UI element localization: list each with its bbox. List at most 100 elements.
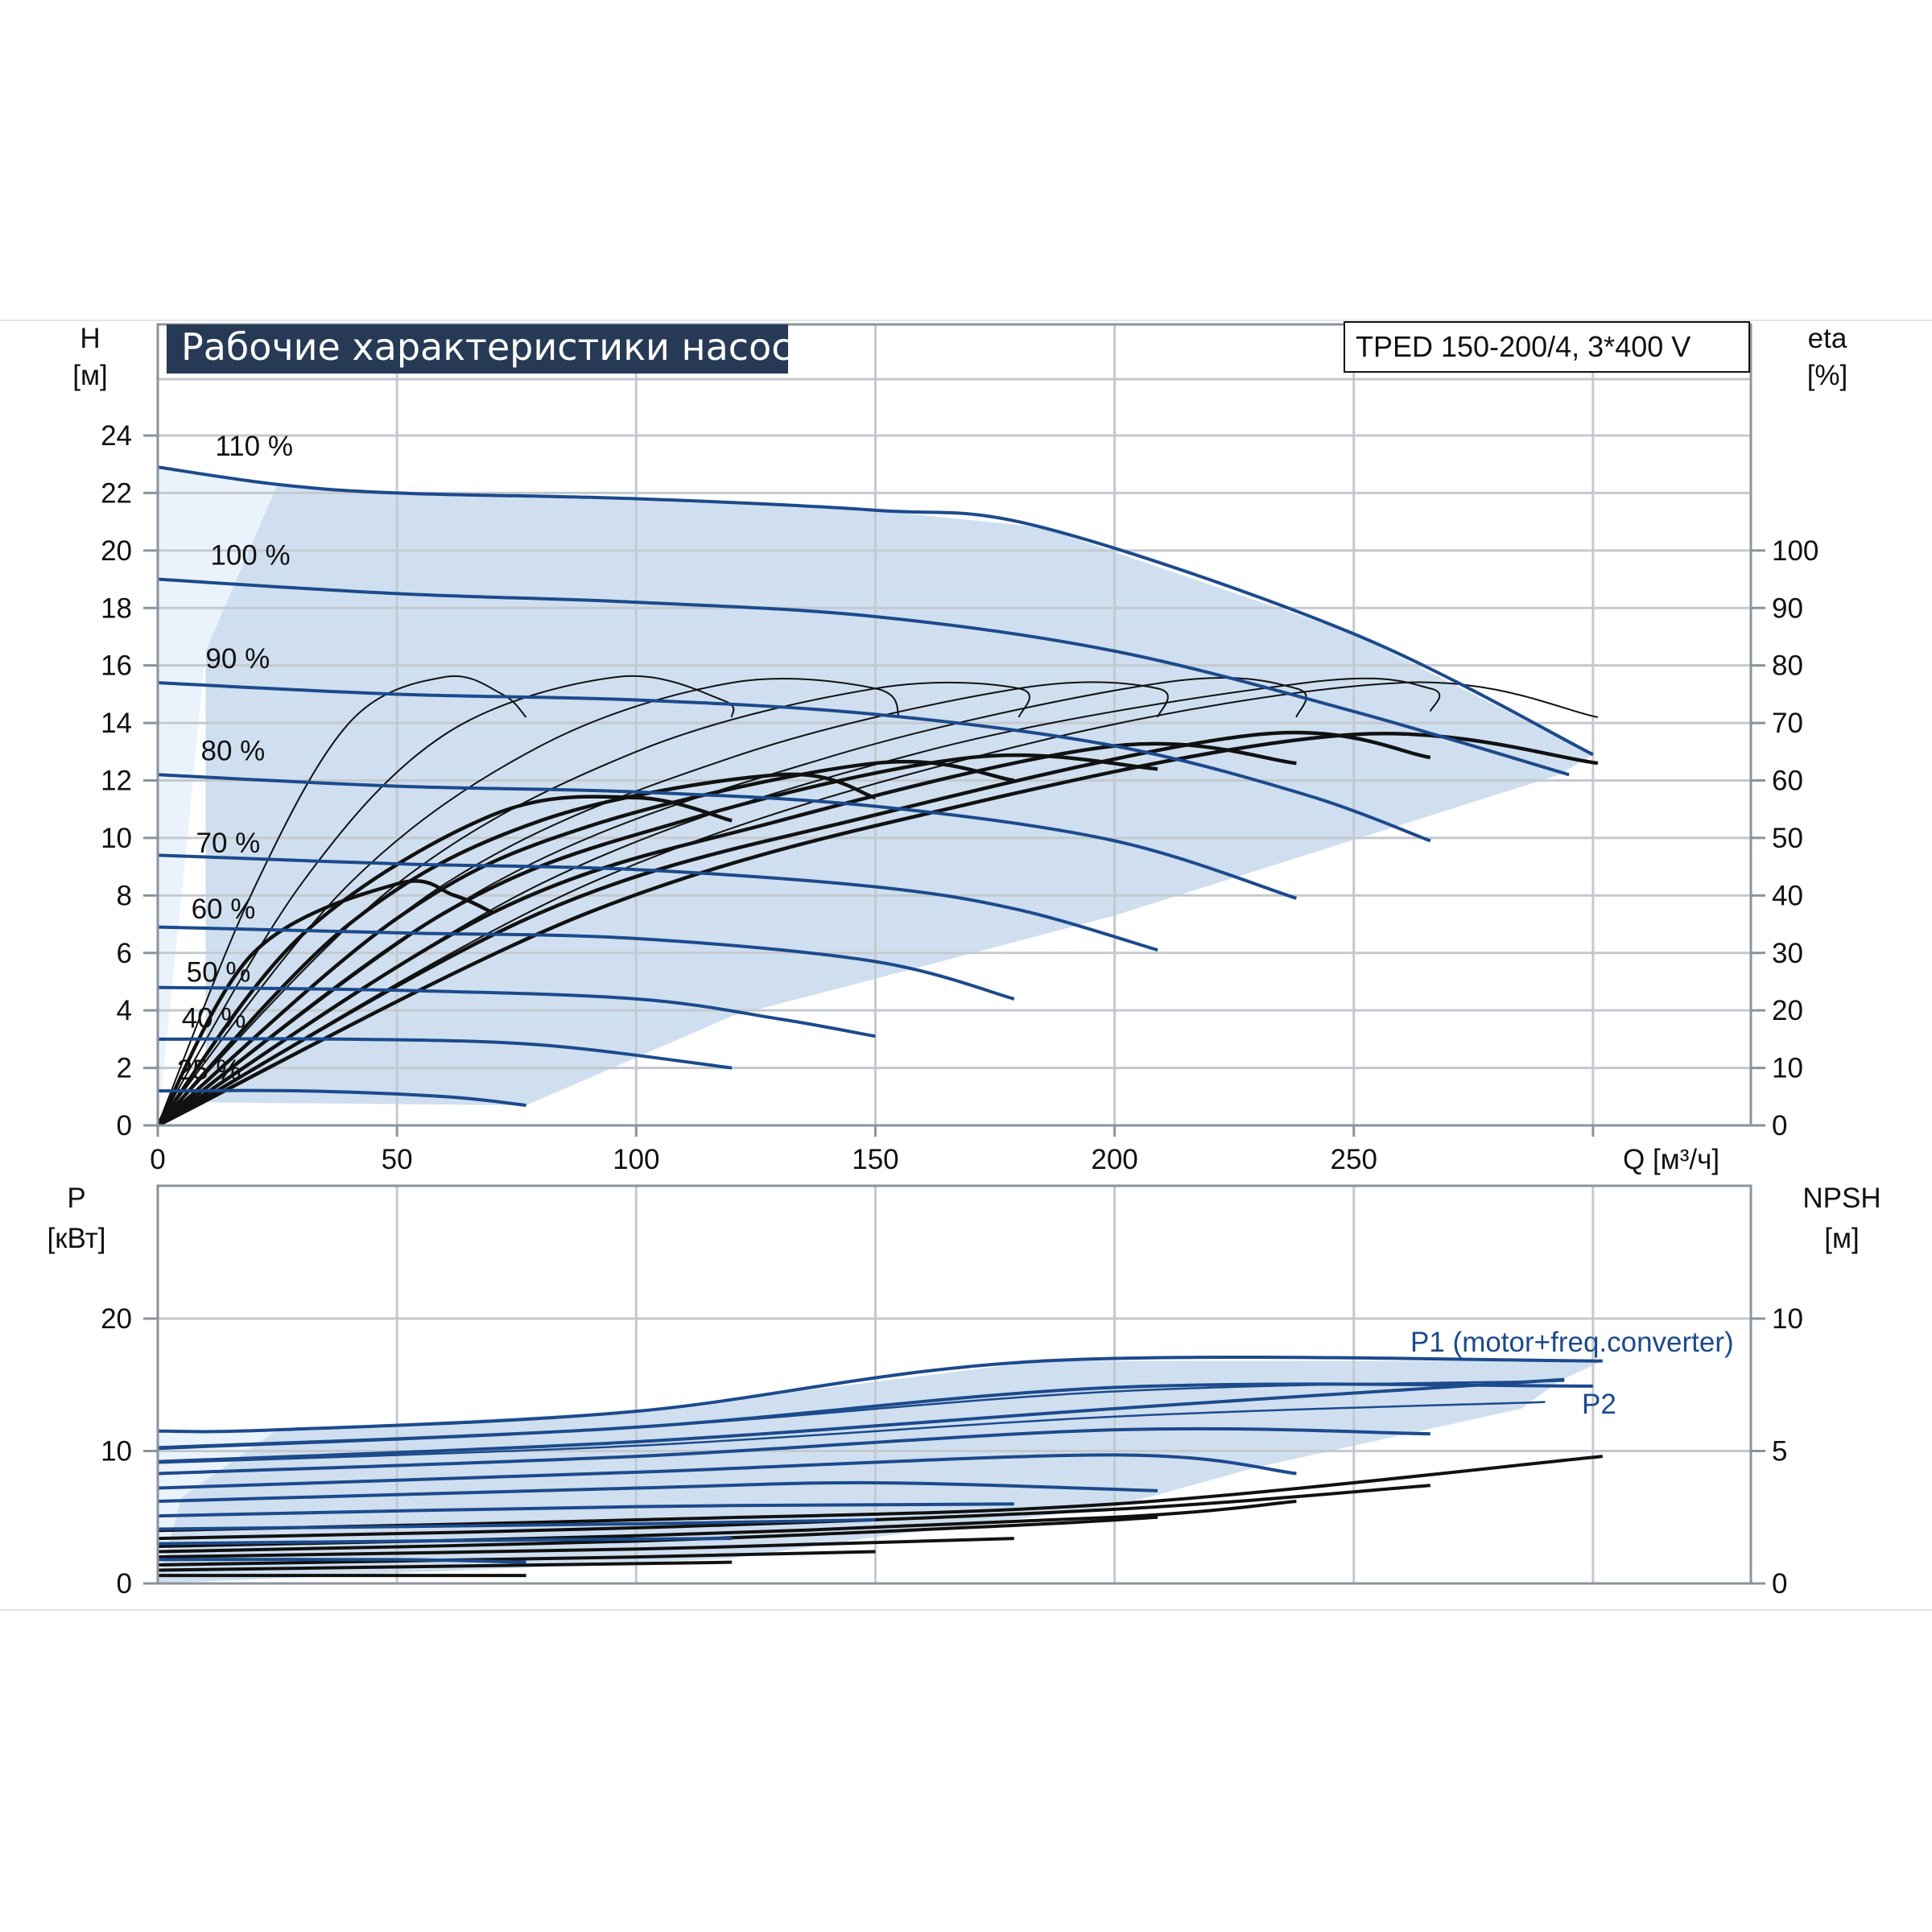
y-tick-label: 22 <box>101 477 132 509</box>
y2-tick-label: 60 <box>1772 766 1803 797</box>
speed-label: 50 % <box>187 956 251 988</box>
x-tick-label: 250 <box>1331 1144 1377 1175</box>
efficiency-curve-thin-1 <box>157 675 735 1126</box>
y2-tick-label: 90 <box>1772 592 1803 624</box>
y-tick-label: 6 <box>117 938 132 969</box>
y2-axis-label: eta <box>1808 323 1847 354</box>
efficiency-curve-thin-3 <box>157 681 1030 1126</box>
power-npsh-plot: 0 10 20 0 5 10 P [кВт] NPSH [м] P1 (motor+fre… <box>47 1183 1881 1600</box>
efficiency-curve-3 <box>156 759 1015 1127</box>
x-tick-label: 50 <box>382 1144 413 1175</box>
p2-curve-0 <box>157 1380 1565 1448</box>
y2-tick-label: 100 <box>1772 535 1818 567</box>
p2-label: P2 <box>1582 1389 1616 1420</box>
y2-tick-label: 80 <box>1772 650 1803 682</box>
y2-axis-unit: [%] <box>1807 360 1848 391</box>
y-tick-label: 18 <box>101 592 132 624</box>
low-flow-range-fill <box>158 467 278 1125</box>
speed-label: 25 % <box>177 1055 242 1086</box>
npsh-curve-4 <box>157 1537 1014 1559</box>
speed-label: 80 % <box>200 736 265 767</box>
y-tick-label: 8 <box>117 880 132 911</box>
p1-curve-0 <box>157 1356 1603 1434</box>
y2-tick-label: 20 <box>1772 995 1803 1026</box>
x-tick-label: 100 <box>613 1144 659 1175</box>
y-axis-label: H <box>80 323 100 354</box>
y-tick-label: 4 <box>117 995 132 1026</box>
npsh-curve-3 <box>157 1515 1158 1554</box>
speed-label: 90 % <box>205 643 270 675</box>
y-tick-label: 0 <box>117 1110 132 1141</box>
npsh-tick-label: 10 <box>1772 1303 1803 1335</box>
npsh-axis-unit: [м] <box>1824 1223 1860 1254</box>
efficiency-curve-6 <box>156 730 1431 1127</box>
p1-curve-2 <box>157 1377 1565 1463</box>
head-curve-80pct <box>157 773 1298 900</box>
p1-curve-4 <box>157 1453 1297 1490</box>
y-tick-label: 10 <box>101 823 132 854</box>
model-label: TPED 150-200/4, 3*400 V <box>1356 330 1690 363</box>
efficiency-curve-1 <box>156 795 733 1127</box>
x-tick-label: 200 <box>1091 1144 1137 1175</box>
speed-label: 100 % <box>210 540 290 572</box>
y-tick-label: 14 <box>101 708 132 739</box>
y2-tick-label: 70 <box>1772 708 1803 739</box>
npsh-curve-5 <box>157 1550 876 1567</box>
head-curve-25pct <box>157 1088 526 1107</box>
bottom-plot-frame <box>156 1184 1752 1585</box>
y-tick-label: 2 <box>117 1053 132 1084</box>
p1-curve-3 <box>157 1426 1430 1476</box>
p1-label: P1 (motor+freq.converter) <box>1410 1327 1734 1358</box>
chart-title-box <box>167 324 788 374</box>
speed-label: 60 % <box>192 894 256 925</box>
p2-curve-1 <box>157 1401 1546 1464</box>
npsh-tick-label: 5 <box>1772 1436 1787 1468</box>
efficiency-curve-4 <box>156 753 1158 1127</box>
power-range-fill <box>158 1360 1603 1583</box>
head-curve-100pct <box>157 577 1570 777</box>
head-curve-70pct <box>157 853 1158 952</box>
head-curve-110pct <box>157 465 1594 757</box>
y2-tick-label: 40 <box>1772 880 1803 911</box>
efficiency-curve-5 <box>156 741 1297 1127</box>
y-axis-unit: [м] <box>72 360 108 391</box>
p-tick-label: 0 <box>117 1568 132 1600</box>
p1-curve-8 <box>157 1537 733 1546</box>
speed-label: 110 % <box>215 431 293 462</box>
y-tick-label: 16 <box>101 650 132 682</box>
y2-tick-label: 0 <box>1772 1110 1787 1141</box>
p1-curve-9 <box>157 1558 526 1564</box>
p1-curve-7 <box>157 1518 876 1531</box>
efficiency-curve-2 <box>156 772 877 1127</box>
y2-tick-label: 10 <box>1772 1053 1803 1084</box>
p1-curve-5 <box>157 1480 1158 1504</box>
efficiency-curve-thin-0 <box>157 675 527 1126</box>
top-plot-frame <box>156 323 1752 1127</box>
x-tick-label: 0 <box>150 1144 165 1175</box>
efficiency-curve-thin-2 <box>157 678 901 1126</box>
head-curve-50pct <box>157 985 876 1038</box>
speed-label: 40 % <box>182 1003 246 1034</box>
y-tick-label: 24 <box>101 420 132 452</box>
head-curve-60pct <box>157 925 1015 1001</box>
head-curve-90pct <box>157 681 1431 843</box>
head-curve-40pct <box>157 1037 733 1070</box>
y-tick-label: 20 <box>101 535 132 567</box>
x-axis-label: Q [м³/ч] <box>1623 1144 1719 1175</box>
model-label-box <box>1344 321 1750 373</box>
p1-curve-6 <box>157 1502 1014 1518</box>
npsh-tick-label: 0 <box>1772 1568 1787 1600</box>
p-tick-label: 10 <box>101 1436 132 1468</box>
x-tick-label: 150 <box>852 1144 898 1175</box>
p-axis-unit: [кВт] <box>47 1223 106 1254</box>
p-tick-label: 20 <box>101 1303 132 1335</box>
y2-tick-label: 30 <box>1772 938 1803 969</box>
npsh-curve-6 <box>157 1560 733 1572</box>
p-axis-label: P <box>67 1183 85 1214</box>
npsh-axis-label: NPSH <box>1802 1183 1880 1214</box>
speed-label: 70 % <box>196 828 261 859</box>
y2-tick-label: 50 <box>1772 823 1803 854</box>
head-efficiency-plot: 0246810121416182022240102030405060708090… <box>72 321 1848 1175</box>
chart-title: Рабочие характеристики насоса <box>181 325 815 369</box>
